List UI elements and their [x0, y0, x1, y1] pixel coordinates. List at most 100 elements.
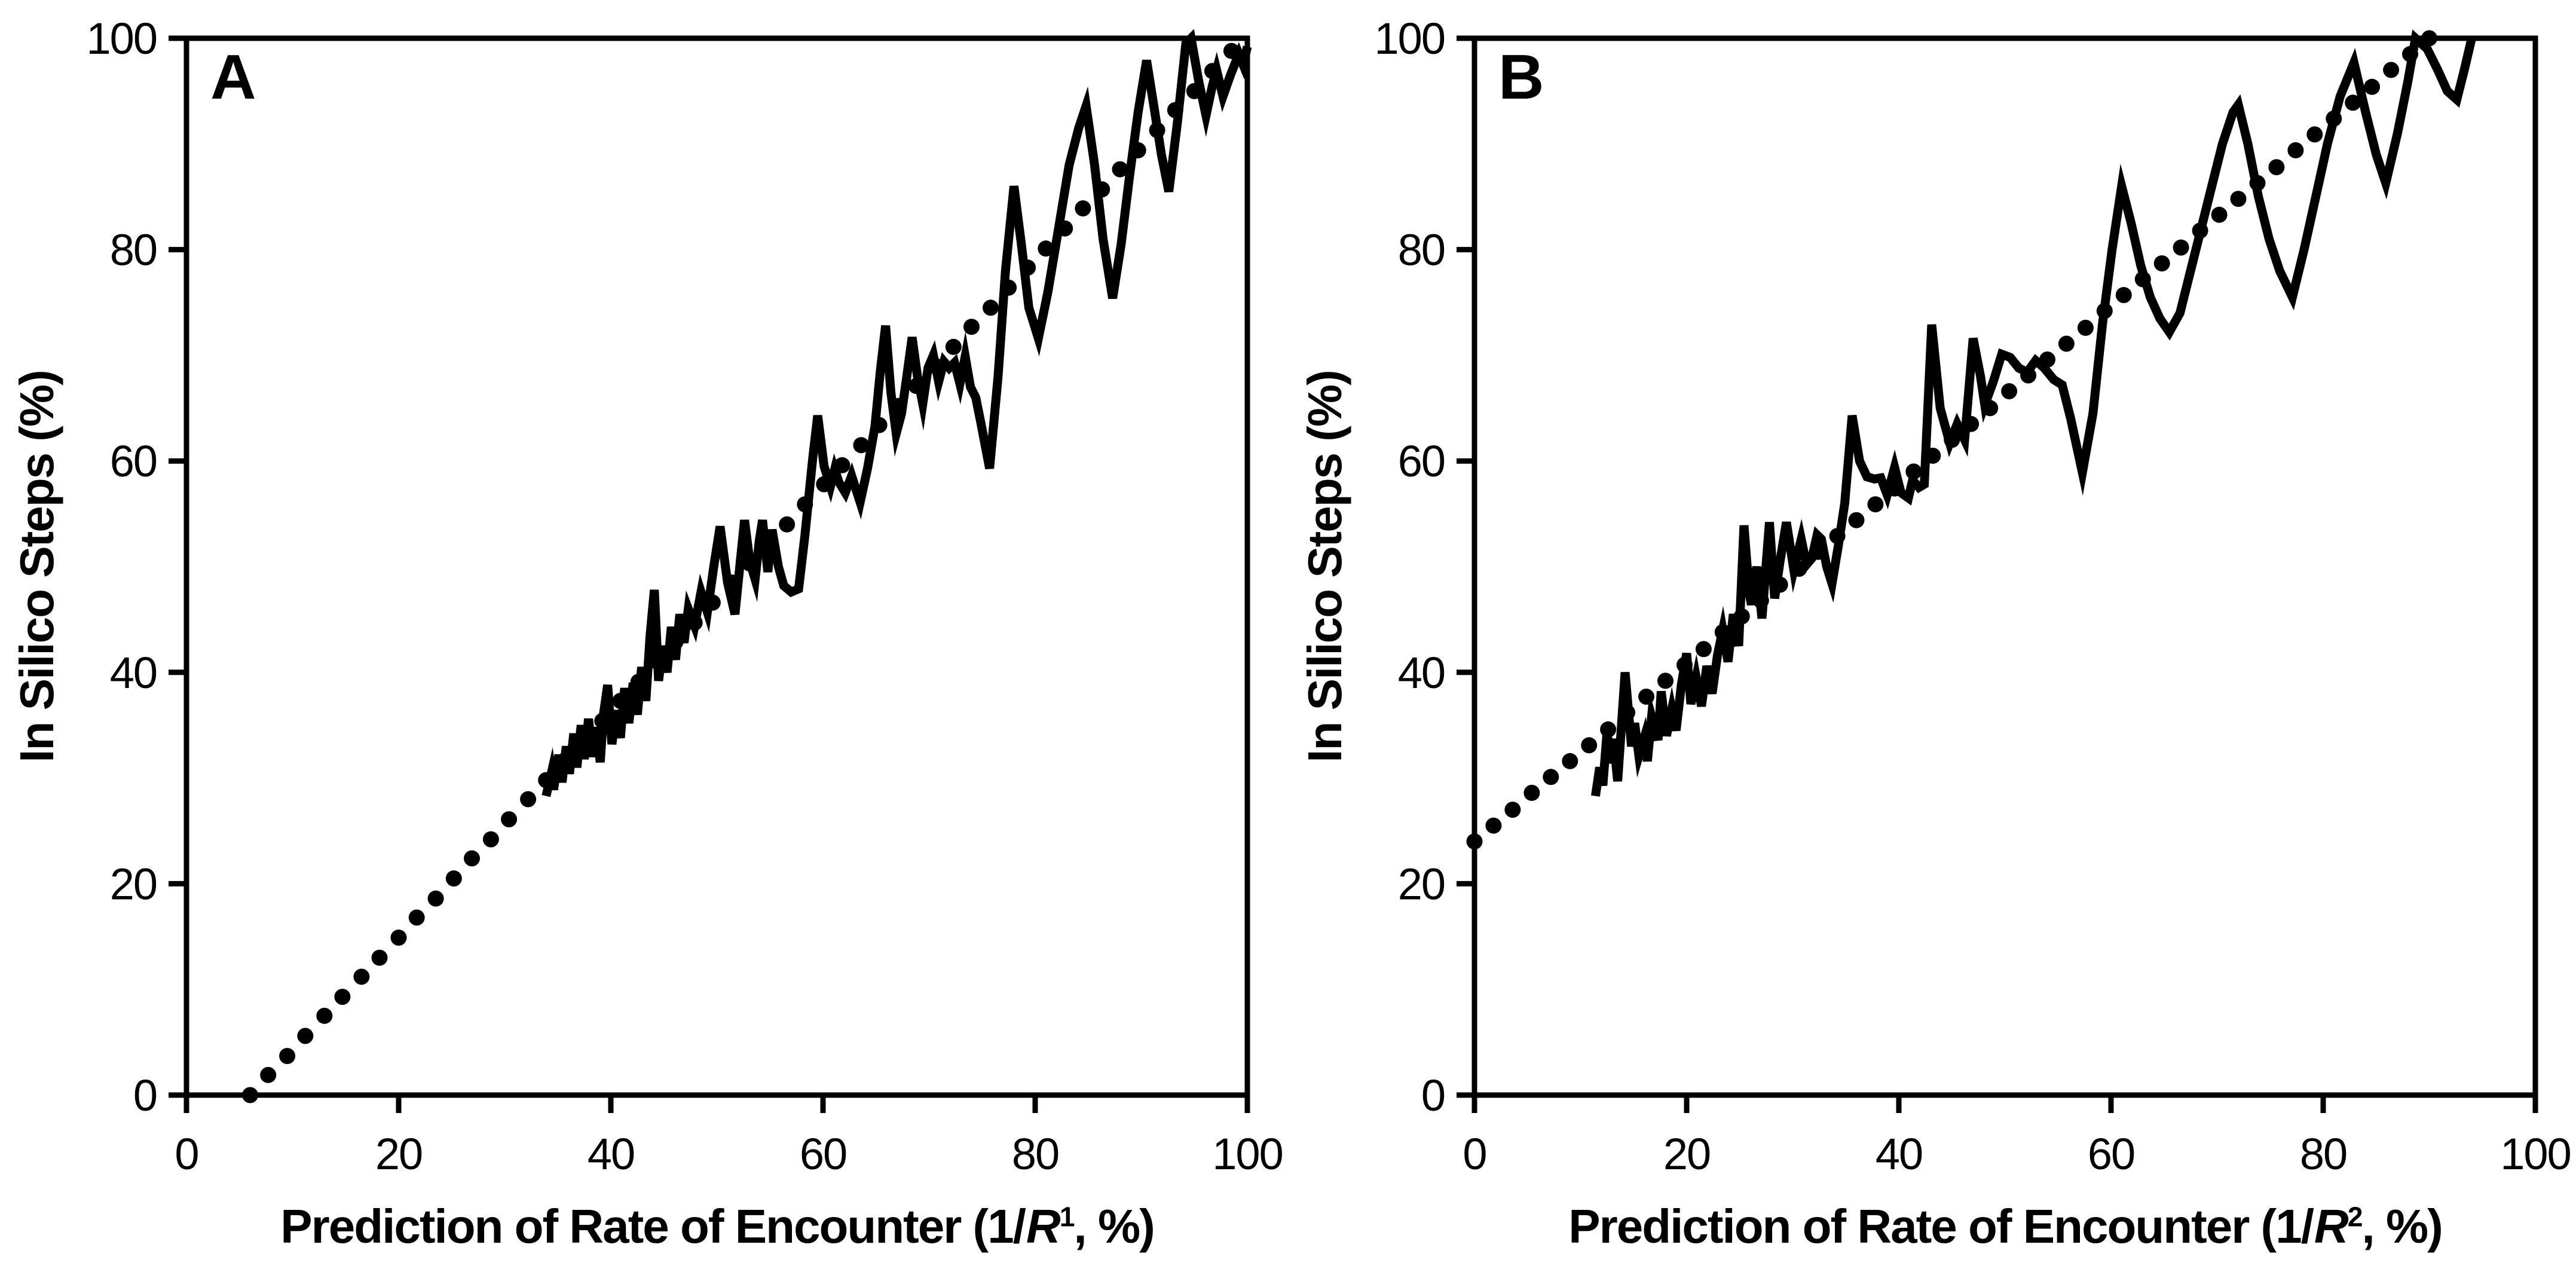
panel-letter-B: B [1498, 42, 1544, 112]
series-dotted-marker [575, 733, 592, 750]
series-dotted-marker [963, 319, 980, 335]
series-dotted-marker [2230, 191, 2247, 207]
x-axis-title-A-prefix: Prediction of Rate of Encounter (1/ [280, 1200, 1026, 1253]
series-dotted-marker [742, 555, 758, 572]
series-dotted-marker [667, 634, 684, 650]
y-tick-label: 60 [1398, 436, 1445, 486]
series-dotted-marker [2058, 335, 2075, 352]
x-tick-label: 40 [1876, 1129, 1922, 1179]
series-dotted-marker [1038, 240, 1054, 257]
series-dotted-marker [1867, 496, 1884, 513]
series-dotted-marker [445, 870, 462, 887]
series-dotted-marker [279, 1048, 296, 1065]
series-dotted-marker [1562, 753, 1578, 769]
series-dotted-marker [353, 968, 370, 985]
series-dotted-marker [797, 496, 813, 513]
series-dotted-marker [2345, 94, 2361, 111]
y-tick-label: 100 [87, 14, 157, 63]
series-dotted-marker [1829, 528, 1846, 545]
series-dotted-marker [2153, 255, 2170, 272]
x-axis-title-B-superscript: 2 [2347, 1201, 2363, 1233]
y-tick-label: 80 [1398, 225, 1445, 275]
series-dotted-marker [2268, 159, 2285, 176]
series-dotted-marker [2306, 126, 2323, 143]
series-dotted-marker [1905, 463, 1922, 480]
series-dotted-marker [704, 594, 721, 611]
series-dotted-marker [408, 909, 425, 926]
series-dotted-marker [1695, 641, 1712, 658]
panel-B: 0 20 40 60 80 100 0 20 40 60 80 100 B In Silico Ste… [1288, 0, 2576, 1278]
series-dotted-marker [1791, 561, 1807, 577]
series-dotted-marker [594, 713, 611, 729]
series-dotted-marker [1619, 704, 1636, 721]
y-tick-label: 0 [1421, 1071, 1445, 1120]
series-dotted-marker [2287, 142, 2304, 158]
series-dotted-marker [890, 398, 907, 414]
x-tick-label: 0 [175, 1129, 198, 1179]
series-dotted-marker [779, 516, 796, 533]
x-tick-label: 20 [375, 1129, 422, 1179]
y-tick-label: 40 [1398, 648, 1445, 698]
series-dotted-marker [501, 811, 518, 828]
x-tick-label: 20 [1663, 1129, 1710, 1179]
series-dotted-marker [1020, 259, 1036, 276]
series-dotted-marker [316, 1007, 333, 1024]
x-tick-label: 0 [1463, 1129, 1486, 1179]
x-axis-title-B-prefix: Prediction of Rate of Encounter (1/ [1568, 1200, 2314, 1253]
series-dotted-marker [242, 1087, 258, 1103]
x-tick-label: 60 [800, 1129, 846, 1179]
series-dotted-marker [1130, 142, 1146, 158]
series-dotted-marker [1186, 82, 1203, 99]
series-dotted-marker [2115, 287, 2132, 304]
series-dotted-marker [612, 693, 629, 709]
series-dotted-marker [260, 1066, 277, 1083]
series-dotted-marker [557, 752, 574, 768]
series-dotted-marker [761, 535, 777, 552]
series-dotted-marker [2134, 271, 2151, 288]
series-dotted-marker [1982, 400, 1999, 417]
series-dotted-marker [1223, 42, 1240, 59]
series-dotted-marker [482, 831, 499, 848]
y-tick-label: 20 [1398, 859, 1445, 909]
series-dotted-marker [2383, 62, 2400, 78]
series-dotted-marker [816, 476, 833, 493]
x-axis-title-A: Prediction of Rate of Encounter (1/R1, %… [186, 1200, 1248, 1253]
y-tick-label: 80 [110, 225, 157, 275]
panel-A: 0 20 40 60 80 100 0 20 40 60 80 100 A In Silico Ste… [10, 14, 1284, 1253]
series-dotted-marker [1581, 737, 1598, 754]
series-dotted-marker [871, 417, 888, 433]
x-tick-label: 100 [2500, 1129, 2570, 1179]
series-dotted-marker [1001, 279, 1017, 296]
series-dotted-marker [1504, 802, 1521, 818]
y-tick-label: 40 [110, 648, 157, 698]
series-dotted-marker [1149, 122, 1165, 139]
y-tick-label: 0 [133, 1071, 157, 1120]
series-dotted-marker [427, 890, 444, 907]
series-dotted-marker [1075, 200, 1091, 217]
y-tick-label: 60 [110, 436, 157, 486]
series-dotted-marker [520, 791, 537, 808]
plot-frame [183, 35, 1250, 1098]
series-dotted-marker [1733, 608, 1750, 625]
series-dotted-marker [1167, 102, 1183, 118]
series-dotted-marker [334, 989, 351, 1005]
series-dotted-marker [2211, 206, 2228, 223]
series-dotted-marker [2096, 302, 2113, 319]
series-dotted-marker [649, 653, 666, 670]
series-dotted-marker [1485, 817, 1502, 834]
series-dotted-marker [2192, 222, 2208, 239]
series-dotted-marker [983, 299, 999, 316]
series-dotted-marker [1466, 833, 1483, 850]
series-dotted-marker [2402, 46, 2418, 62]
x-axis-title-B-variable: R [2314, 1200, 2349, 1253]
series-dotted-marker [2326, 110, 2342, 127]
y-tick-label: 20 [110, 859, 157, 909]
series-dotted-marker [686, 614, 703, 631]
series-dotted-marker [371, 949, 388, 966]
chart-A-canvas: 0 20 40 60 80 100 0 20 40 60 80 100 [87, 14, 1284, 1179]
y-axis-title-A: In Silico Steps (%) [10, 371, 63, 763]
series-dotted-marker [1638, 689, 1654, 705]
y-tick-label: 100 [1375, 14, 1445, 63]
chart-B-canvas: 0 20 40 60 80 100 0 20 40 60 80 100 [1375, 14, 2572, 1179]
